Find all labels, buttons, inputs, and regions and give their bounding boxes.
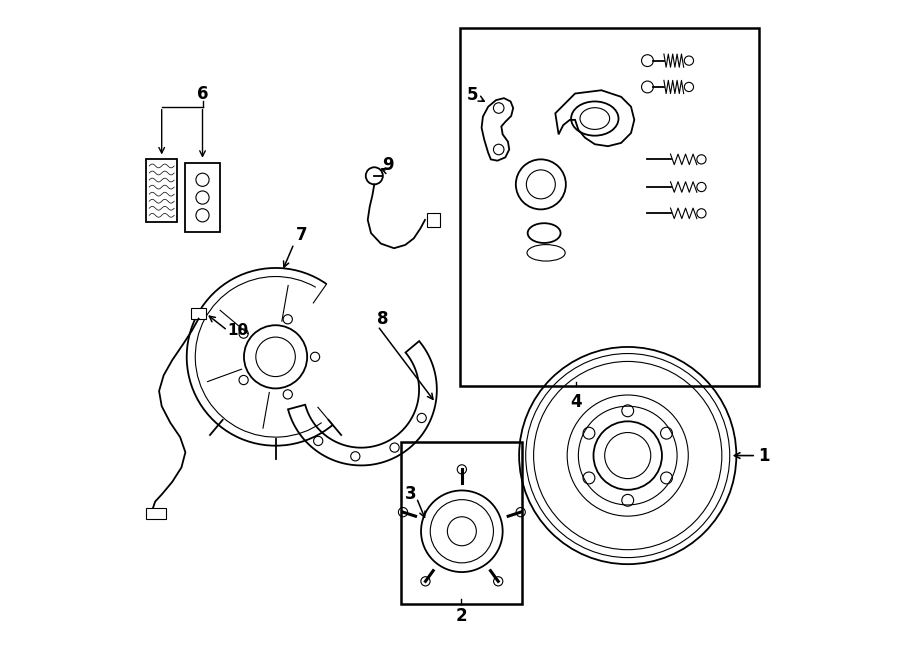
Text: 2: 2 [455,607,467,625]
Text: 1: 1 [758,447,770,465]
Bar [185,163,220,232]
Text: 4: 4 [571,393,582,411]
Bar [460,28,760,387]
Text: 3: 3 [405,485,417,503]
Text: 7: 7 [296,226,308,244]
Text: 9: 9 [382,155,393,174]
Text: 8: 8 [377,309,389,328]
Text: 6: 6 [197,85,209,103]
Text: 10: 10 [228,323,248,338]
Bar [146,159,177,222]
Bar [192,308,206,319]
Text: 5: 5 [466,86,478,104]
Bar [400,442,522,603]
Bar [146,508,166,520]
Bar [427,214,440,227]
